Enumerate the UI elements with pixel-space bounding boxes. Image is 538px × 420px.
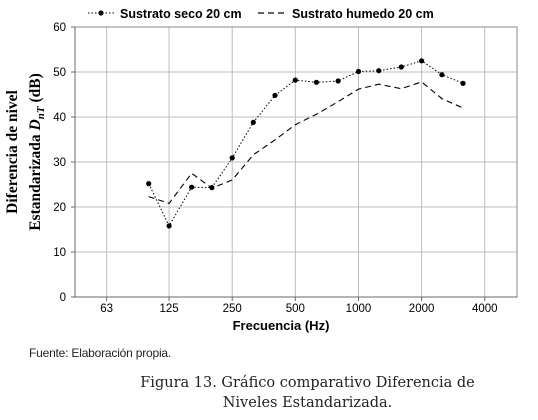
y-axis-title: Diferencia de nivel — [4, 89, 21, 213]
y-tick-label: 10 — [53, 247, 66, 259]
figure-caption-line1: Figura 13. Gráfico comparativo Diferenci… — [140, 375, 475, 391]
y-axis-title-unit: (dB) — [27, 73, 44, 106]
data-point-series-1 — [419, 58, 425, 64]
series-layer — [146, 58, 466, 229]
data-point-series-1 — [272, 92, 278, 98]
data-point-series-1 — [398, 64, 404, 70]
legend-item-series-2: Sustrato humedo 20 cm — [258, 7, 434, 21]
data-point-series-1 — [189, 184, 195, 190]
data-point-series-1 — [292, 77, 298, 83]
legend-item-series-1: Sustrato seco 20 cm — [88, 7, 242, 21]
data-point-series-1 — [313, 79, 319, 85]
x-tick-label: 500 — [286, 303, 305, 315]
y-tick-label: 30 — [53, 157, 66, 169]
y-axis-title-subscript: nT — [35, 105, 47, 119]
series-line-2 — [148, 81, 464, 205]
x-tick-label: 63 — [100, 303, 113, 315]
y-tick-label: 50 — [53, 67, 66, 79]
x-tick-label: 4000 — [472, 303, 498, 315]
data-point-series-1 — [376, 68, 382, 74]
y-axis-title-2: Estandarizada DnT (dB) — [27, 73, 47, 231]
y-axis-title-line2: Estandarizada — [27, 130, 44, 230]
data-point-series-1 — [335, 78, 341, 84]
data-point-series-1 — [146, 181, 152, 187]
x-tick-label: 250 — [223, 303, 242, 315]
data-point-series-1 — [460, 80, 466, 86]
data-point-series-1 — [439, 72, 445, 78]
legend-label-series-2: Sustrato humedo 20 cm — [292, 7, 434, 21]
data-point-series-1 — [166, 223, 172, 229]
legend: Sustrato seco 20 cm Sustrato humedo 20 c… — [88, 7, 434, 21]
axes: 0 10 20 30 40 50 60 63 125 250 500 1000 2000 4000 — [53, 22, 518, 315]
y-tick-label: 20 — [53, 202, 66, 214]
series-line-1 — [148, 60, 464, 227]
x-tick-label: 125 — [159, 303, 178, 315]
chart: Sustrato seco 20 cm Sustrato humedo 20 c… — [4, 7, 518, 333]
legend-marker-series-1 — [98, 10, 104, 16]
figure-caption: Figura 13. Gráfico comparativo Diferenci… — [90, 373, 525, 413]
y-axis-title-symbol: D — [27, 119, 44, 131]
data-point-series-1 — [355, 68, 362, 75]
y-tick-label: 60 — [53, 22, 66, 34]
x-axis-title: Frecuencia (Hz) — [233, 318, 330, 333]
data-point-series-1 — [250, 119, 256, 125]
source-note: Fuente: Elaboración propia. — [29, 346, 172, 360]
data-point-series-1 — [229, 155, 235, 161]
x-tick-label: 1000 — [346, 303, 372, 315]
figure-caption-line2: Niveles Estandarizada. — [222, 395, 393, 411]
y-tick-label: 0 — [60, 292, 66, 304]
y-tick-label: 40 — [53, 112, 66, 124]
x-tick-label: 2000 — [409, 303, 435, 315]
legend-label-series-1: Sustrato seco 20 cm — [120, 7, 242, 21]
grid — [75, 26, 517, 298]
y-axis-title-line1: Diferencia de nivel — [4, 89, 21, 213]
